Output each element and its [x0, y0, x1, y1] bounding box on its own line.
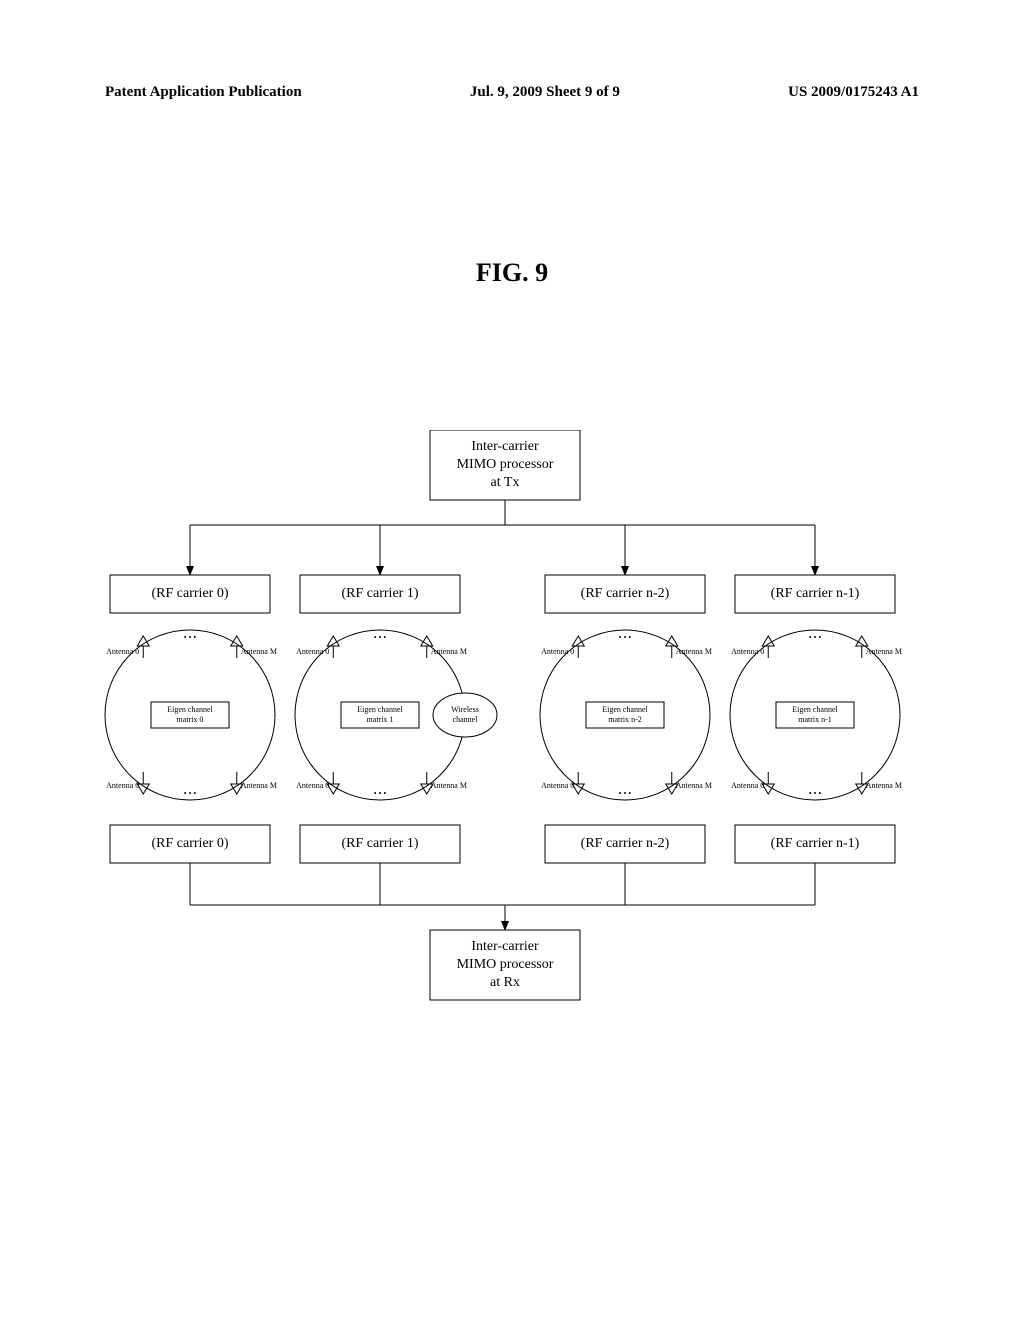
svg-text:MIMO processor: MIMO processor: [457, 457, 554, 472]
svg-text:Inter-carrier: Inter-carrier: [471, 439, 539, 454]
svg-text:• • •: • • •: [184, 633, 197, 642]
page: Patent Application Publication Jul. 9, 2…: [0, 0, 1024, 1320]
svg-text:at Tx: at Tx: [491, 475, 520, 490]
svg-text:Antenna 0: Antenna 0: [106, 781, 139, 790]
svg-text:Antenna 0: Antenna 0: [106, 647, 139, 656]
svg-text:Antenna 0: Antenna 0: [731, 781, 764, 790]
svg-text:(RF carrier 0): (RF carrier 0): [152, 836, 229, 851]
svg-text:Antenna M: Antenna M: [431, 781, 467, 790]
svg-text:Antenna 0: Antenna 0: [541, 647, 574, 656]
svg-text:• • •: • • •: [809, 789, 822, 798]
svg-text:matrix n-2: matrix n-2: [608, 715, 642, 724]
svg-text:Antenna M: Antenna M: [676, 781, 712, 790]
svg-text:Antenna M: Antenna M: [431, 647, 467, 656]
svg-text:• • •: • • •: [374, 633, 387, 642]
svg-text:channel: channel: [453, 715, 479, 724]
figure-title: FIG. 9: [0, 258, 1024, 288]
svg-text:(RF carrier n-1): (RF carrier n-1): [771, 836, 860, 851]
svg-text:Antenna 0: Antenna 0: [296, 781, 329, 790]
svg-text:• • •: • • •: [809, 633, 822, 642]
svg-text:(RF carrier n-2): (RF carrier n-2): [581, 586, 670, 601]
svg-text:Eigen channel: Eigen channel: [792, 705, 838, 714]
svg-text:Eigen channel: Eigen channel: [602, 705, 648, 714]
svg-text:Antenna M: Antenna M: [241, 781, 277, 790]
svg-text:(RF carrier n-2): (RF carrier n-2): [581, 836, 670, 851]
svg-text:matrix n-1: matrix n-1: [798, 715, 832, 724]
svg-text:• • •: • • •: [184, 789, 197, 798]
svg-text:(RF carrier 1): (RF carrier 1): [342, 586, 419, 601]
header-center: Jul. 9, 2009 Sheet 9 of 9: [470, 84, 620, 101]
svg-text:Antenna M: Antenna M: [866, 647, 902, 656]
svg-text:Antenna M: Antenna M: [866, 781, 902, 790]
svg-text:(RF carrier 1): (RF carrier 1): [342, 836, 419, 851]
svg-text:Antenna M: Antenna M: [241, 647, 277, 656]
svg-text:Inter-carrier: Inter-carrier: [471, 939, 539, 954]
svg-text:Antenna 0: Antenna 0: [731, 647, 764, 656]
header-right: US 2009/0175243 A1: [788, 84, 919, 101]
svg-text:Antenna 0: Antenna 0: [541, 781, 574, 790]
svg-text:• • •: • • •: [374, 789, 387, 798]
svg-text:Antenna 0: Antenna 0: [296, 647, 329, 656]
page-header: Patent Application Publication Jul. 9, 2…: [0, 84, 1024, 101]
svg-text:MIMO processor: MIMO processor: [457, 957, 554, 972]
svg-text:Wireless: Wireless: [451, 705, 479, 714]
mimo-diagram: Inter-carrier MIMO processor at Tx (RF carr…: [80, 430, 940, 1070]
svg-text:Eigen channel: Eigen channel: [167, 705, 213, 714]
svg-text:(RF carrier n-1): (RF carrier n-1): [771, 586, 860, 601]
svg-text:Antenna M: Antenna M: [676, 647, 712, 656]
svg-text:• • •: • • •: [619, 789, 632, 798]
header-left: Patent Application Publication: [105, 84, 302, 101]
svg-text:• • •: • • •: [619, 633, 632, 642]
svg-text:matrix 0: matrix 0: [177, 715, 204, 724]
svg-text:matrix 1: matrix 1: [367, 715, 394, 724]
svg-text:(RF carrier 0): (RF carrier 0): [152, 586, 229, 601]
svg-text:at Rx: at Rx: [490, 975, 520, 990]
svg-text:Eigen channel: Eigen channel: [357, 705, 403, 714]
